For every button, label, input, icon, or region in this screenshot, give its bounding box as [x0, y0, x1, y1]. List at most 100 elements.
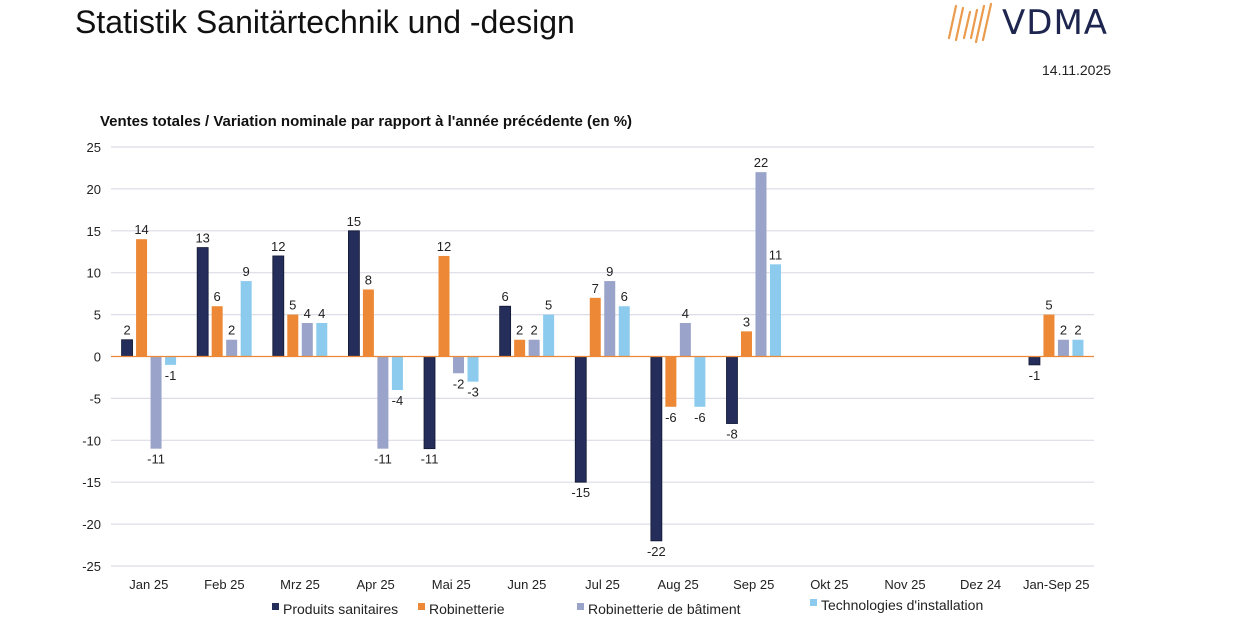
data-label: 2 — [516, 323, 523, 338]
data-label: 9 — [243, 264, 250, 279]
data-label: -3 — [467, 385, 479, 400]
data-label: 5 — [1045, 298, 1052, 313]
data-label: 2 — [1074, 323, 1081, 338]
bar — [196, 247, 209, 357]
x-tick-label: Sep 25 — [733, 577, 774, 592]
data-label: -11 — [374, 452, 392, 467]
data-label: -6 — [665, 410, 677, 425]
data-label: 6 — [621, 289, 628, 304]
bar — [679, 322, 691, 357]
bars — [121, 172, 1084, 542]
legend-label: Robinetterie — [429, 601, 505, 617]
vdma-logo-text: VDMA — [1002, 3, 1109, 43]
legend-swatch — [577, 602, 584, 610]
legend-swatch — [418, 602, 425, 610]
y-tick-label: -15 — [82, 475, 101, 490]
data-label: -2 — [453, 376, 465, 391]
x-tick-label: Mai 25 — [432, 577, 471, 592]
data-label: 4 — [318, 306, 325, 321]
bar — [1072, 339, 1084, 357]
bar — [438, 255, 450, 357]
data-label: 7 — [592, 281, 599, 296]
bar — [211, 306, 223, 357]
bar — [726, 356, 738, 424]
bar — [240, 281, 252, 357]
bar — [650, 356, 663, 542]
bar — [165, 356, 177, 365]
y-axis-ticks: 25 20 15 10 5 0 -5 -10 -15 -20 -25 — [82, 140, 101, 574]
x-tick-label: Apr 25 — [356, 577, 394, 592]
data-label: 3 — [743, 314, 750, 329]
data-label: 6 — [214, 289, 221, 304]
x-tick-label: Okt 25 — [810, 577, 848, 592]
bar — [287, 314, 299, 357]
y-tick-label: 25 — [87, 140, 101, 155]
chart-title: Ventes totales / Variation nominale par … — [100, 113, 633, 130]
x-tick-label: Jul 25 — [585, 577, 620, 592]
data-label: 8 — [365, 272, 372, 287]
bar — [755, 172, 767, 357]
data-label: -22 — [647, 544, 666, 559]
bar — [226, 339, 238, 357]
y-tick-label: 15 — [87, 224, 101, 239]
bar — [694, 356, 706, 407]
chart-legend: Produits sanitaires Robinetterie Robinette… — [0, 597, 1260, 623]
vdma-stripes-logo-icon — [947, 2, 993, 44]
data-label: 2 — [1060, 323, 1067, 338]
data-label: 15 — [347, 214, 361, 229]
bar — [150, 356, 162, 449]
x-tick-label: Jan 25 — [129, 577, 168, 592]
bar — [514, 339, 526, 357]
data-label: -1 — [165, 368, 177, 383]
data-label: 2 — [531, 323, 538, 338]
bar — [618, 306, 630, 357]
data-label: 5 — [289, 298, 296, 313]
grid-lines — [111, 146, 1094, 567]
x-tick-label: Dez 24 — [960, 577, 1001, 592]
data-label: -1 — [1029, 368, 1041, 383]
data-label: 9 — [606, 264, 613, 279]
x-tick-label: Jan-Sep 25 — [1023, 577, 1090, 592]
bar — [121, 339, 133, 357]
bar — [499, 305, 512, 357]
bar — [301, 322, 313, 357]
legend-swatch — [810, 598, 817, 606]
y-tick-label: -10 — [82, 433, 101, 448]
data-label: 12 — [437, 239, 451, 254]
bar — [453, 356, 465, 374]
bar — [316, 322, 328, 357]
data-label: 2 — [228, 323, 235, 338]
y-tick-label: -25 — [82, 559, 101, 574]
data-label: -4 — [392, 393, 404, 408]
bar — [467, 356, 479, 382]
bar — [589, 297, 601, 357]
y-tick-label: -5 — [89, 391, 101, 406]
data-label: 14 — [134, 222, 148, 237]
bar — [740, 331, 752, 357]
bar — [362, 289, 374, 357]
x-tick-label: Aug 25 — [658, 577, 699, 592]
report-date: 14.11.2025 — [1042, 62, 1112, 78]
legend-label: Robinetterie de bâtiment — [588, 601, 741, 617]
data-label: 13 — [195, 231, 209, 246]
bar — [528, 339, 540, 357]
x-tick-label: Mrz 25 — [280, 577, 320, 592]
legend-item: Robinetterie — [418, 601, 505, 617]
data-label: 5 — [545, 298, 552, 313]
bar — [574, 356, 587, 483]
y-tick-label: 5 — [94, 308, 101, 323]
page-title: Statistik Sanitärtechnik und -design — [75, 4, 575, 40]
data-label: 6 — [502, 289, 509, 304]
legend-item: Produits sanitaires — [272, 601, 398, 617]
x-tick-label: Feb 25 — [204, 577, 244, 592]
x-tick-label: Nov 25 — [884, 577, 925, 592]
bar — [543, 314, 555, 357]
data-label: -11 — [147, 452, 165, 467]
bar — [423, 356, 436, 450]
data-label: -11 — [421, 452, 439, 467]
x-axis-ticks: Jan 25 Feb 25 Mrz 25 Apr 25 Mai 25 Jun 25 Jul … — [129, 577, 1089, 592]
legend-label: Technologies d'installation — [821, 597, 984, 613]
bar — [391, 356, 403, 391]
data-label: 11 — [769, 247, 783, 262]
